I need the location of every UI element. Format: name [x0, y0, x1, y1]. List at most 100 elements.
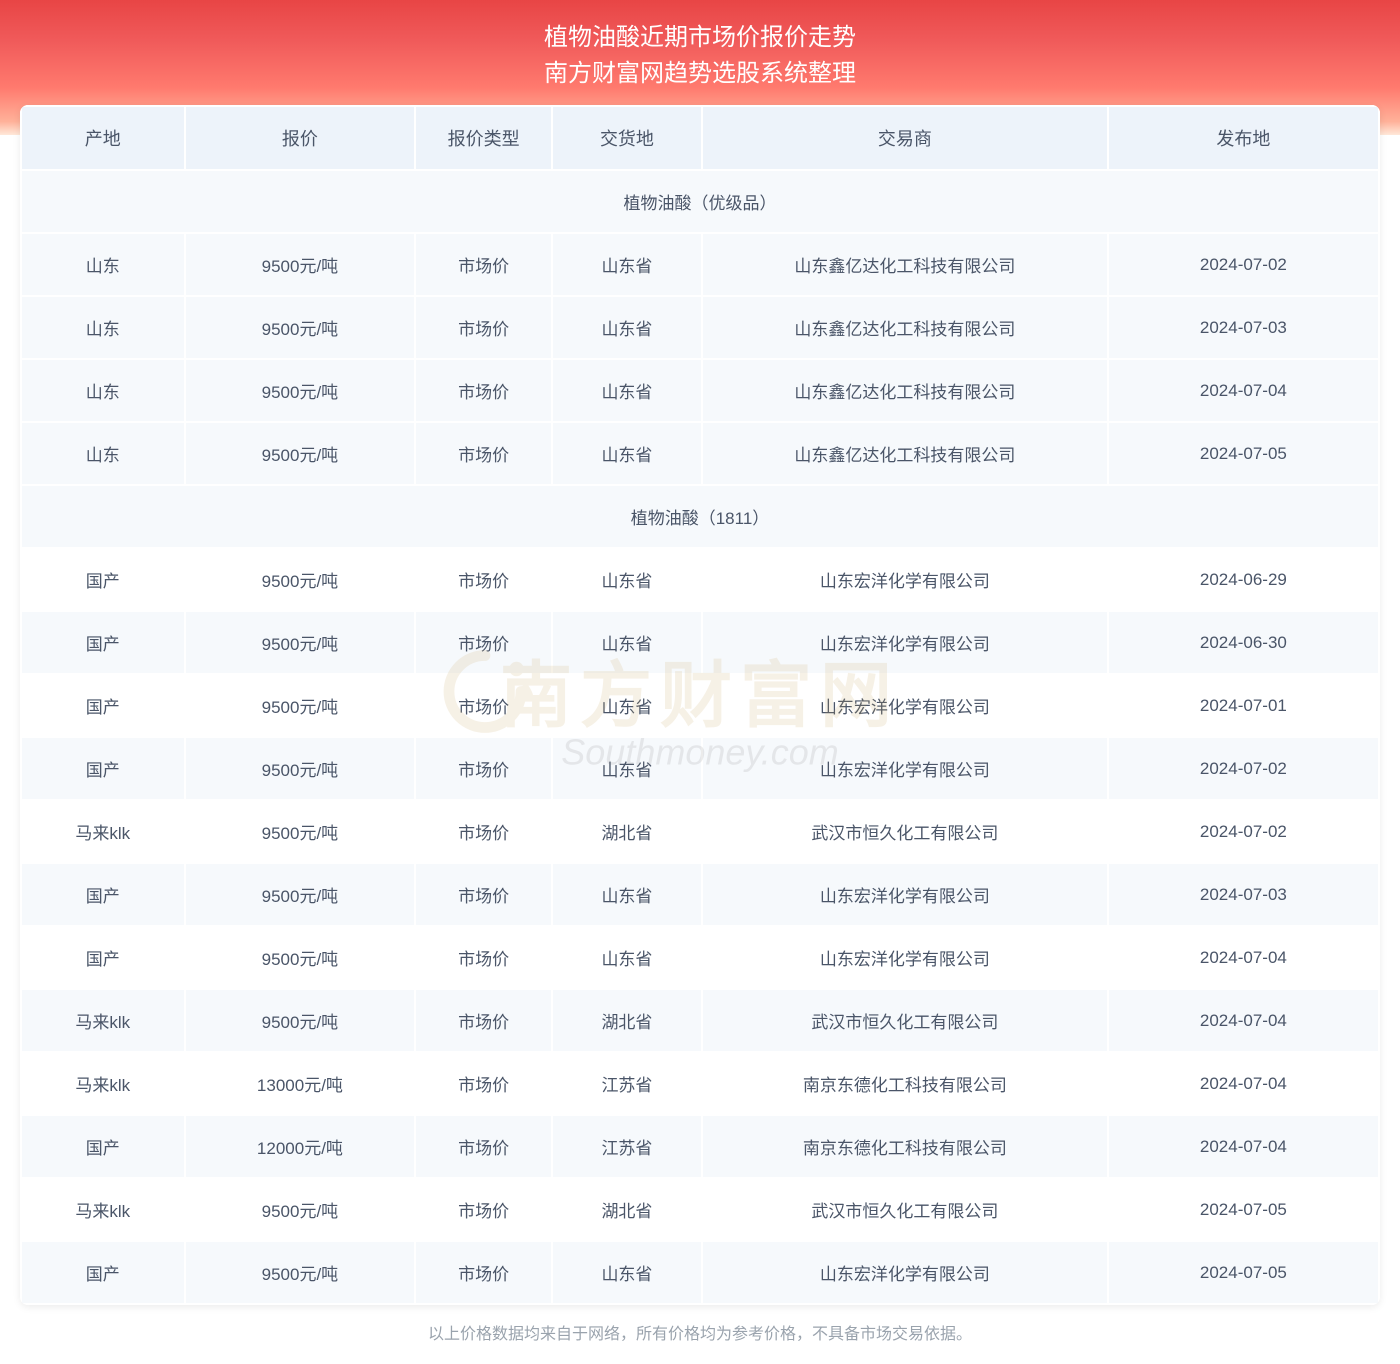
cell-pubdate: 2024-07-05: [1109, 423, 1378, 484]
section-header-row: 植物油酸（优级品）: [22, 171, 1378, 232]
footer-note: 以上价格数据均来自于网络，所有价格均为参考价格，不具备市场交易依据。: [0, 1305, 1400, 1364]
cell-price: 9500元/吨: [186, 675, 415, 736]
cell-pricetype: 市场价: [416, 1116, 551, 1177]
col-header-origin: 产地: [22, 107, 184, 169]
col-header-delivery: 交货地: [553, 107, 701, 169]
table-row: 国产9500元/吨市场价山东省山东宏洋化学有限公司2024-06-30: [22, 612, 1378, 673]
cell-pricetype: 市场价: [416, 234, 551, 295]
table-row: 山东9500元/吨市场价山东省山东鑫亿达化工科技有限公司2024-07-03: [22, 297, 1378, 358]
cell-trader: 南京东德化工科技有限公司: [703, 1116, 1107, 1177]
cell-price: 9500元/吨: [186, 927, 415, 988]
page-title: 植物油酸近期市场价报价走势: [544, 20, 856, 56]
cell-delivery: 山东省: [553, 927, 701, 988]
cell-pricetype: 市场价: [416, 927, 551, 988]
table-body: 植物油酸（优级品）山东9500元/吨市场价山东省山东鑫亿达化工科技有限公司202…: [22, 171, 1378, 1303]
cell-price: 12000元/吨: [186, 1116, 415, 1177]
table-row: 国产9500元/吨市场价山东省山东宏洋化学有限公司2024-07-03: [22, 864, 1378, 925]
cell-pubdate: 2024-07-02: [1109, 801, 1378, 862]
cell-origin: 国产: [22, 738, 184, 799]
table-row: 国产9500元/吨市场价山东省山东宏洋化学有限公司2024-06-29: [22, 549, 1378, 610]
cell-delivery: 山东省: [553, 1242, 701, 1303]
page-subtitle: 南方财富网趋势选股系统整理: [544, 56, 856, 92]
cell-pubdate: 2024-07-04: [1109, 1053, 1378, 1114]
cell-trader: 山东鑫亿达化工科技有限公司: [703, 360, 1107, 421]
cell-price: 9500元/吨: [186, 549, 415, 610]
cell-price: 9500元/吨: [186, 1179, 415, 1240]
cell-pubdate: 2024-07-04: [1109, 360, 1378, 421]
cell-pricetype: 市场价: [416, 738, 551, 799]
table-row: 国产12000元/吨市场价江苏省南京东德化工科技有限公司2024-07-04: [22, 1116, 1378, 1177]
cell-price: 9500元/吨: [186, 234, 415, 295]
cell-pubdate: 2024-07-02: [1109, 234, 1378, 295]
cell-trader: 山东宏洋化学有限公司: [703, 864, 1107, 925]
cell-price: 9500元/吨: [186, 738, 415, 799]
cell-trader: 山东鑫亿达化工科技有限公司: [703, 297, 1107, 358]
cell-pubdate: 2024-06-29: [1109, 549, 1378, 610]
cell-delivery: 山东省: [553, 738, 701, 799]
section-title: 植物油酸（优级品）: [22, 171, 1378, 232]
cell-pubdate: 2024-07-02: [1109, 738, 1378, 799]
cell-trader: 山东宏洋化学有限公司: [703, 675, 1107, 736]
table-row: 国产9500元/吨市场价山东省山东宏洋化学有限公司2024-07-04: [22, 927, 1378, 988]
table-row: 国产9500元/吨市场价山东省山东宏洋化学有限公司2024-07-02: [22, 738, 1378, 799]
cell-delivery: 湖北省: [553, 801, 701, 862]
cell-pricetype: 市场价: [416, 297, 551, 358]
cell-pubdate: 2024-07-03: [1109, 864, 1378, 925]
cell-pricetype: 市场价: [416, 612, 551, 673]
cell-origin: 山东: [22, 423, 184, 484]
cell-origin: 国产: [22, 927, 184, 988]
cell-trader: 山东宏洋化学有限公司: [703, 927, 1107, 988]
cell-pubdate: 2024-07-03: [1109, 297, 1378, 358]
col-header-price: 报价: [186, 107, 415, 169]
cell-delivery: 江苏省: [553, 1116, 701, 1177]
cell-price: 9500元/吨: [186, 990, 415, 1051]
cell-pubdate: 2024-07-04: [1109, 990, 1378, 1051]
cell-trader: 山东宏洋化学有限公司: [703, 1242, 1107, 1303]
cell-origin: 国产: [22, 549, 184, 610]
cell-trader: 山东鑫亿达化工科技有限公司: [703, 234, 1107, 295]
cell-pubdate: 2024-07-05: [1109, 1242, 1378, 1303]
cell-pricetype: 市场价: [416, 675, 551, 736]
table-wrapper: 南方财富网 Southmoney.com 产地 报价 报价类型 交货地 交易商 …: [20, 105, 1380, 1305]
cell-pricetype: 市场价: [416, 990, 551, 1051]
cell-origin: 国产: [22, 864, 184, 925]
cell-origin: 山东: [22, 360, 184, 421]
cell-delivery: 山东省: [553, 549, 701, 610]
cell-price: 9500元/吨: [186, 1242, 415, 1303]
table-row: 马来klk9500元/吨市场价湖北省武汉市恒久化工有限公司2024-07-02: [22, 801, 1378, 862]
cell-price: 9500元/吨: [186, 360, 415, 421]
table-row: 国产9500元/吨市场价山东省山东宏洋化学有限公司2024-07-01: [22, 675, 1378, 736]
cell-pubdate: 2024-07-04: [1109, 1116, 1378, 1177]
cell-origin: 国产: [22, 675, 184, 736]
cell-trader: 南京东德化工科技有限公司: [703, 1053, 1107, 1114]
cell-delivery: 江苏省: [553, 1053, 701, 1114]
section-header-row: 植物油酸（1811）: [22, 486, 1378, 547]
cell-pubdate: 2024-07-01: [1109, 675, 1378, 736]
cell-origin: 国产: [22, 1242, 184, 1303]
cell-pricetype: 市场价: [416, 1053, 551, 1114]
page-container: 植物油酸近期市场价报价走势 南方财富网趋势选股系统整理 南方财富网 Southm…: [0, 0, 1400, 1364]
cell-delivery: 湖北省: [553, 990, 701, 1051]
cell-pubdate: 2024-07-04: [1109, 927, 1378, 988]
cell-trader: 山东宏洋化学有限公司: [703, 738, 1107, 799]
cell-origin: 马来klk: [22, 801, 184, 862]
cell-origin: 国产: [22, 612, 184, 673]
cell-pricetype: 市场价: [416, 1242, 551, 1303]
cell-trader: 山东鑫亿达化工科技有限公司: [703, 423, 1107, 484]
cell-delivery: 山东省: [553, 297, 701, 358]
cell-trader: 武汉市恒久化工有限公司: [703, 801, 1107, 862]
cell-trader: 武汉市恒久化工有限公司: [703, 1179, 1107, 1240]
price-table: 产地 报价 报价类型 交货地 交易商 发布地 植物油酸（优级品）山东9500元/…: [20, 105, 1380, 1305]
cell-price: 9500元/吨: [186, 801, 415, 862]
cell-delivery: 山东省: [553, 234, 701, 295]
table-row: 马来klk13000元/吨市场价江苏省南京东德化工科技有限公司2024-07-0…: [22, 1053, 1378, 1114]
table-row: 马来klk9500元/吨市场价湖北省武汉市恒久化工有限公司2024-07-05: [22, 1179, 1378, 1240]
cell-origin: 马来klk: [22, 990, 184, 1051]
cell-pricetype: 市场价: [416, 423, 551, 484]
cell-origin: 马来klk: [22, 1053, 184, 1114]
cell-price: 13000元/吨: [186, 1053, 415, 1114]
cell-price: 9500元/吨: [186, 423, 415, 484]
cell-delivery: 湖北省: [553, 1179, 701, 1240]
table-header-row: 产地 报价 报价类型 交货地 交易商 发布地: [22, 107, 1378, 169]
cell-delivery: 山东省: [553, 423, 701, 484]
